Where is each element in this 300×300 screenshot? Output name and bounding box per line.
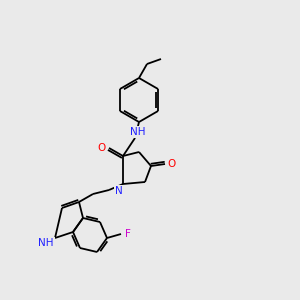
Text: NH: NH [38,238,54,248]
Text: O: O [98,143,106,153]
Text: N: N [115,186,123,196]
Text: NH: NH [130,127,146,137]
Text: F: F [125,229,131,239]
Text: O: O [168,159,176,169]
